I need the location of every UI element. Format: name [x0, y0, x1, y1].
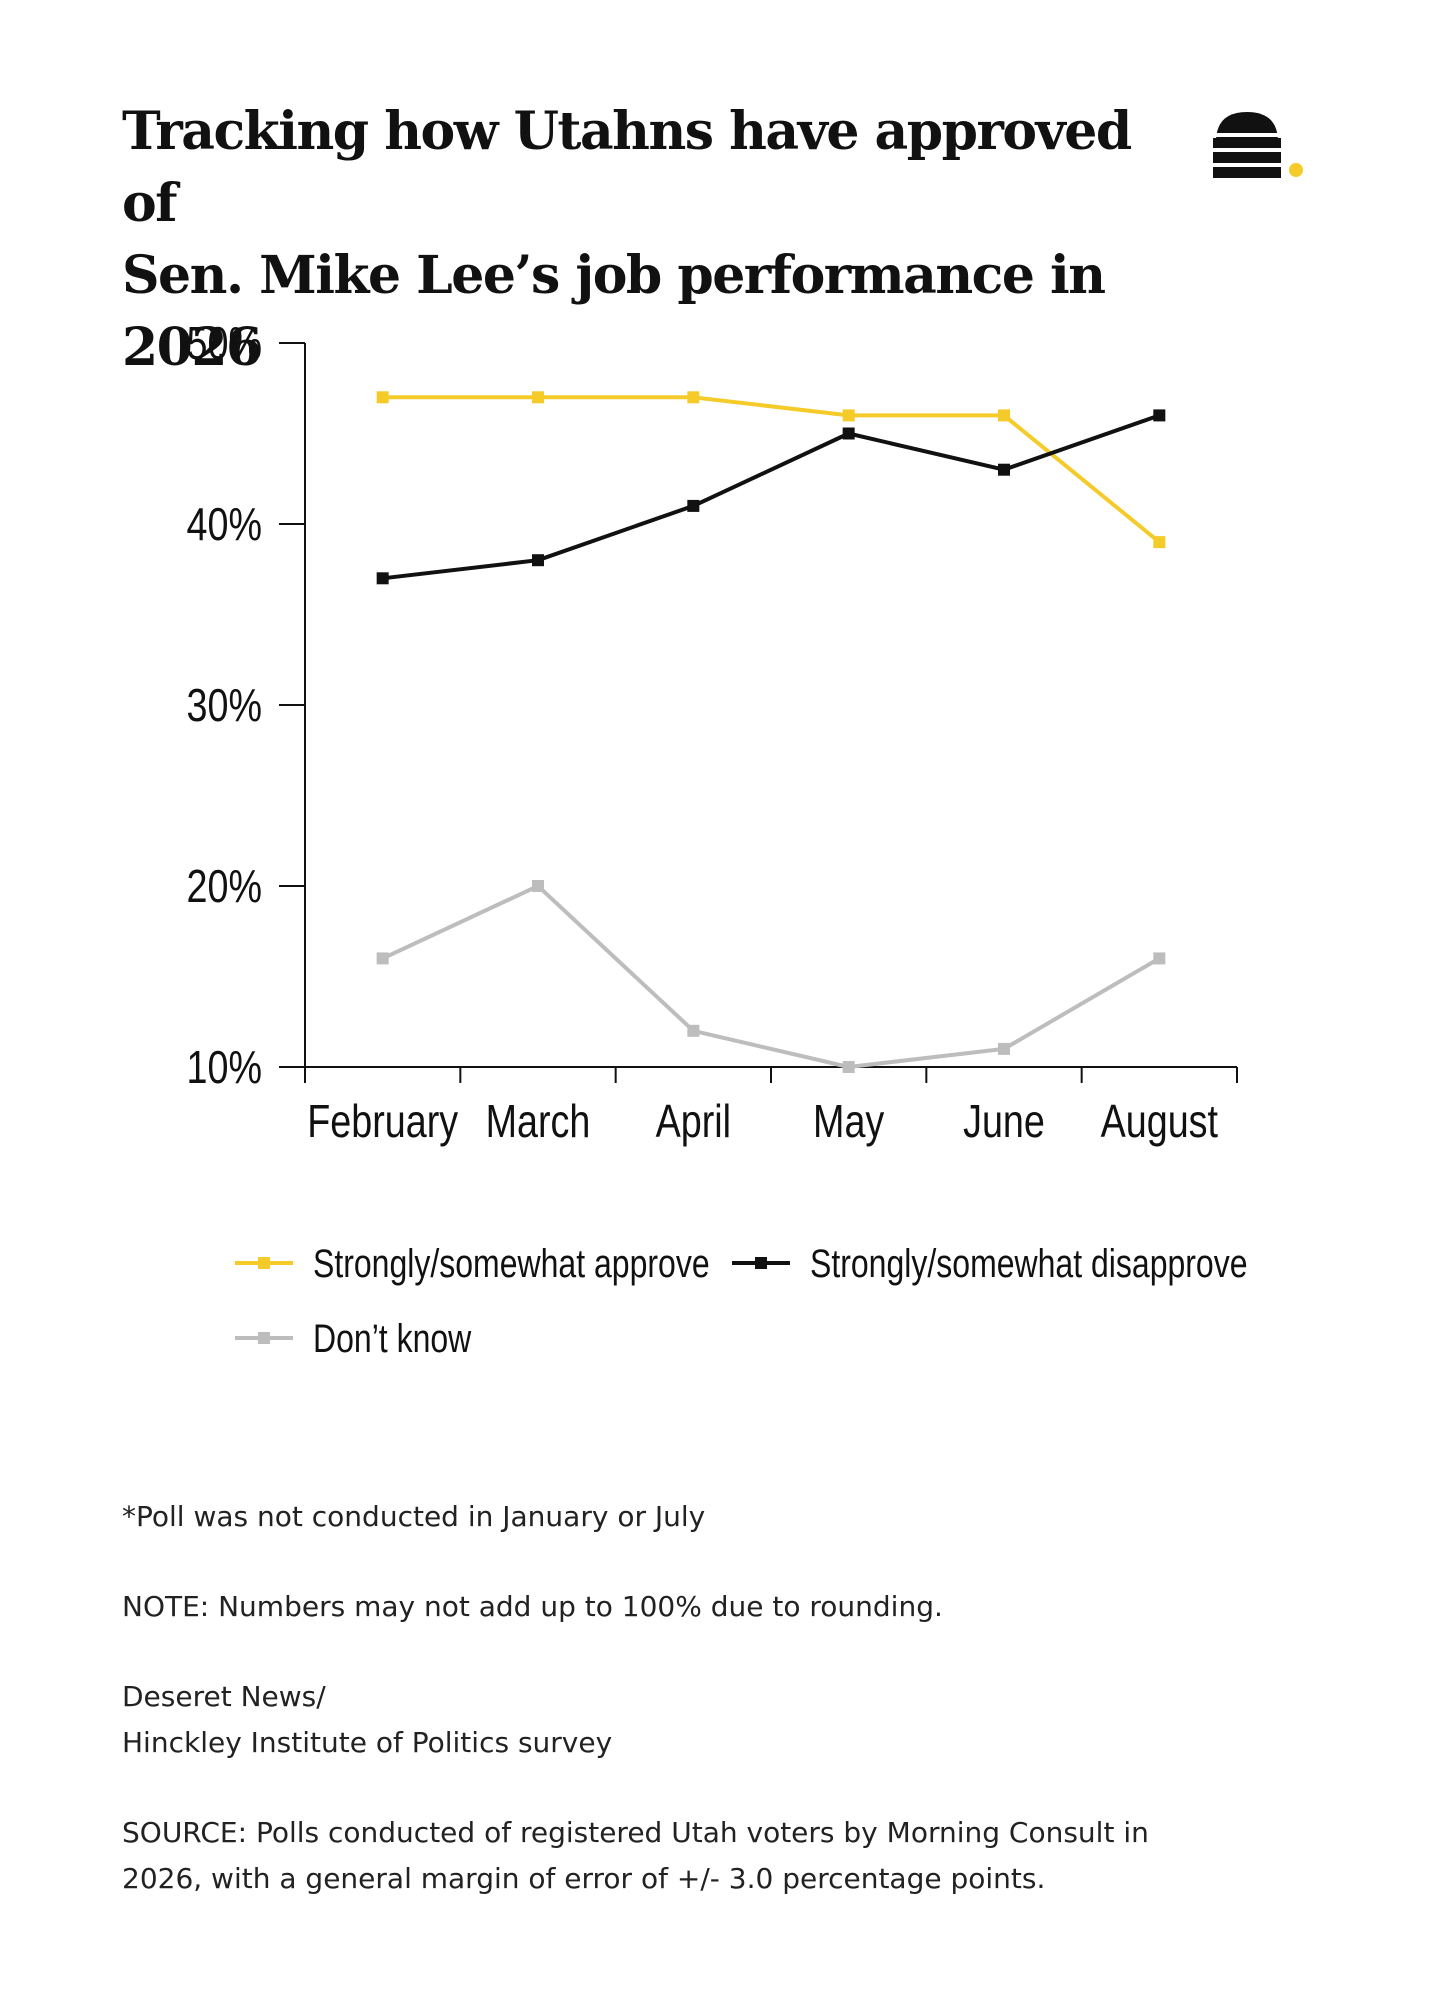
legend-swatch-marker: [755, 1257, 767, 1269]
chart-title-line-1: Tracking how Utahns have approved of: [122, 101, 1132, 234]
data-point: [532, 880, 544, 892]
data-point: [998, 409, 1010, 422]
series-line: [382, 395, 1161, 544]
poll-note: *Poll was not conducted in January or Ju…: [122, 1500, 706, 1533]
data-point: [687, 391, 700, 404]
y-axis: 10% 20% 30% 40% 50%: [187, 317, 306, 1093]
y-tick-label: 40%: [187, 498, 262, 549]
data-point: [376, 952, 389, 965]
data-point: [376, 391, 389, 404]
legend-item-0: Strongly/somewhat approve: [235, 1241, 710, 1286]
y-tick-label: 10%: [187, 1041, 262, 1092]
data-point: [376, 572, 389, 585]
x-tick-label: March: [486, 1095, 591, 1146]
series-2: [376, 880, 1166, 1073]
x-tick-label: February: [307, 1095, 458, 1146]
y-tick-label: 30%: [187, 679, 262, 730]
data-point: [998, 463, 1010, 476]
legend-label: Strongly/somewhat approve: [313, 1241, 710, 1286]
credit-line-1: Deseret News/: [122, 1680, 326, 1713]
legend-swatch-marker: [258, 1257, 270, 1269]
series-1: [376, 409, 1166, 585]
series-line: [381, 884, 1161, 1069]
legend: Strongly/somewhat approve Strongly/somewh…: [235, 1241, 1248, 1361]
footnotes: *Poll was not conducted in January or Ju…: [122, 1494, 1272, 1946]
data-point: [532, 554, 544, 567]
legend-label: Don’t know: [313, 1316, 472, 1361]
source-line-2: 2026, with a general margin of error of …: [122, 1862, 1046, 1895]
credit-line-2: Hinckley Institute of Politics survey: [122, 1726, 613, 1759]
x-tick-label: August: [1101, 1095, 1219, 1146]
data-point: [842, 409, 855, 422]
data-point: [687, 1024, 700, 1037]
legend-label: Strongly/somewhat disapprove: [810, 1241, 1248, 1286]
data-point: [842, 1061, 855, 1073]
data-point: [842, 427, 855, 440]
x-tick-label: May: [813, 1095, 884, 1146]
rounding-note: NOTE: Numbers may not add up to 100% due…: [122, 1590, 943, 1623]
line-chart: 10% 20% 30% 40% 50% February March April May Jun…: [187, 317, 1248, 1361]
source-line-1: SOURCE: Polls conducted of registered Ut…: [122, 1816, 1149, 1849]
series-layer: [376, 391, 1166, 1073]
legend-swatch-marker: [258, 1332, 270, 1344]
series-0: [376, 391, 1166, 549]
data-point: [687, 499, 700, 512]
chart-title: Tracking how Utahns have approved of Sen…: [122, 96, 1152, 384]
x-tick-label: June: [963, 1095, 1045, 1146]
data-point: [1153, 952, 1166, 965]
chart-title-line-2: Sen. Mike Lee’s job performance in 2026: [122, 245, 1106, 378]
source-note: SOURCE: Polls conducted of registered Ut…: [122, 1810, 1272, 1902]
series-line: [382, 413, 1160, 581]
data-point: [532, 391, 544, 404]
x-tick-label: April: [656, 1095, 731, 1146]
legend-item-2: Don’t know: [235, 1316, 472, 1361]
data-point: [1153, 409, 1166, 422]
y-tick-label: 50%: [187, 317, 262, 368]
x-axis: February March April May June August: [304, 1066, 1238, 1147]
logo-dot: [1289, 163, 1303, 177]
data-point: [1153, 536, 1166, 549]
data-point: [998, 1042, 1010, 1055]
beehive-icon: [1210, 112, 1303, 178]
legend-item-1: Strongly/somewhat disapprove: [732, 1241, 1248, 1286]
y-tick-label: 20%: [187, 860, 262, 911]
credit-note: Deseret News/ Hinckley Institute of Poli…: [122, 1674, 1272, 1766]
